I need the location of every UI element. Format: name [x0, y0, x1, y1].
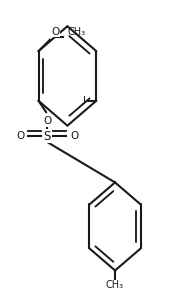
Text: I: I — [83, 96, 86, 106]
Text: CH₃: CH₃ — [67, 27, 85, 37]
Text: O: O — [52, 27, 60, 37]
Text: O: O — [70, 131, 78, 141]
Text: CH₃: CH₃ — [106, 280, 124, 291]
Text: O: O — [16, 131, 24, 141]
Text: S: S — [43, 130, 51, 143]
Text: O: O — [43, 117, 51, 126]
